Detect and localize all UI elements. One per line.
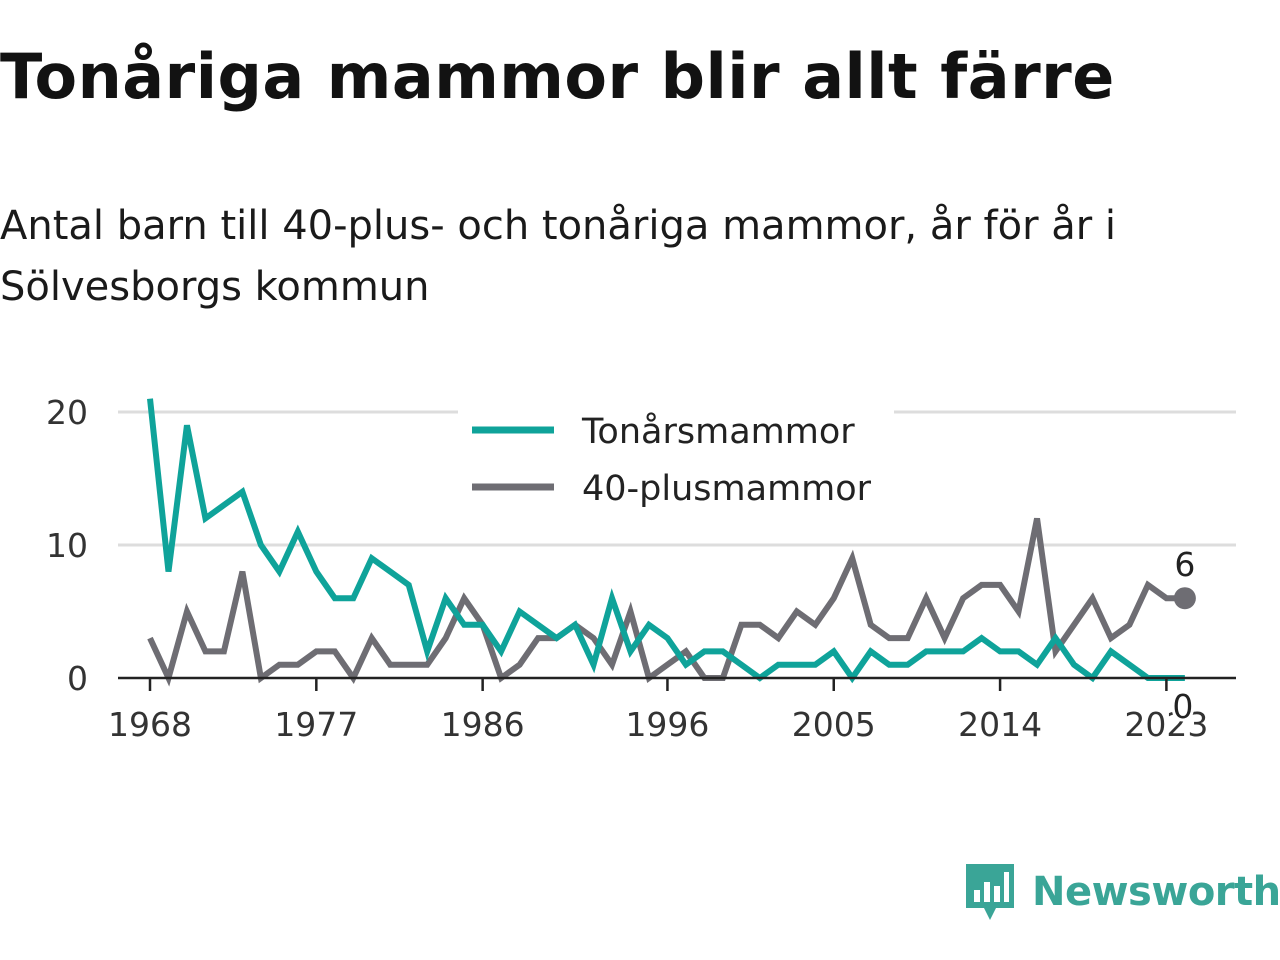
end-point-40-plusmammor <box>1173 587 1196 610</box>
legend-label-40-plusmammor: 40-plusmammor <box>582 469 872 509</box>
y-tick-label: 10 <box>46 526 88 565</box>
chart-title: Tonåriga mammor blir allt färre <box>0 40 1115 113</box>
y-tick-label: 20 <box>46 393 88 432</box>
chart-subtitle: Antal barn till 40-plus- och tonåriga ma… <box>0 203 1117 310</box>
x-axis-ticks: 1968 1977 1986 1996 2005 2014 2023 <box>108 678 1208 744</box>
x-tick-label: 2014 <box>958 705 1042 744</box>
end-label-40-plusmammor: 6 <box>1174 545 1195 584</box>
brand-name: Newsworthy <box>1032 869 1280 915</box>
x-tick-label: 1968 <box>108 705 192 744</box>
end-label-tonarsmammor: 0 <box>1172 687 1193 726</box>
y-axis-labels: 0 10 20 <box>46 393 88 698</box>
series-line-tonarsmammor <box>147 398 1185 684</box>
end-labels: 60 <box>1169 542 1198 729</box>
x-tick-label: 1996 <box>625 705 709 744</box>
series-lines <box>147 398 1185 687</box>
x-tick-label: 1977 <box>274 705 358 744</box>
legend-background <box>458 406 894 518</box>
series-line-40-plusmammor <box>147 517 1185 687</box>
legend-label-tonarsmammor: Tonårsmammor <box>581 411 855 452</box>
x-tick-label: 2005 <box>792 705 876 744</box>
x-tick-label: 1986 <box>441 705 525 744</box>
x-tick-label: 2023 <box>1124 705 1208 744</box>
y-tick-label: 0 <box>67 659 88 698</box>
brand: Newsworthy <box>964 862 1280 922</box>
legend: Tonårsmammor 40-plusmammor <box>458 406 894 518</box>
newsworthy-logo-icon <box>966 864 1014 920</box>
